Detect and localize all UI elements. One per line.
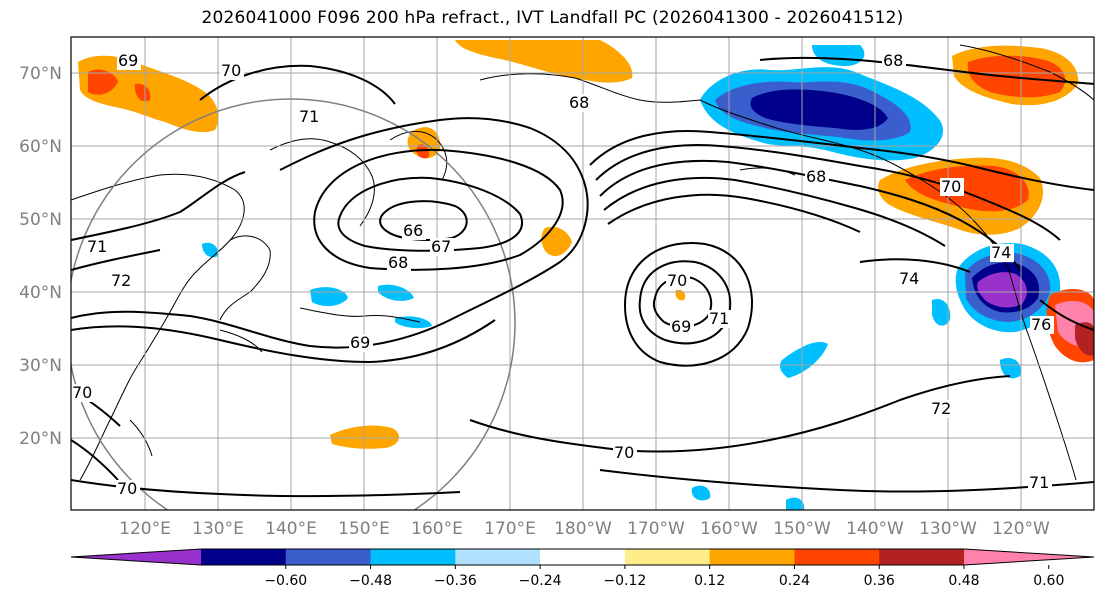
colorbar: −0.60 −0.48 −0.36 −0.24 −0.12 0.12 0.24 0.36 0.4… [70, 548, 1095, 589]
colorbar-segment [201, 549, 287, 565]
contour-label: 76 [1031, 315, 1051, 334]
lat-label: 30°N [19, 356, 62, 376]
contour-label: 70 [614, 443, 634, 462]
colorbar-tick-label: −0.60 [264, 573, 307, 589]
colorbar-extend-high [964, 549, 1094, 565]
contour-label: 66 [403, 221, 423, 240]
colorbar-tick-label: −0.12 [603, 573, 646, 589]
lon-label: 140°E [265, 519, 317, 539]
lat-label: 50°N [19, 210, 62, 230]
contour-label: 71 [1029, 473, 1049, 492]
plot-frame [70, 36, 1095, 511]
lon-label: 160°W [700, 519, 758, 539]
coastlines [71, 44, 1094, 481]
latitude-labels: 70°N 60°N 50°N 40°N 30°N 20°N [19, 64, 62, 449]
lon-label: 140°W [846, 519, 904, 539]
contour-label: 68 [883, 51, 903, 70]
colorbar-segment [794, 549, 880, 565]
colorbar-segment [455, 549, 541, 565]
contour-label: 69 [671, 317, 691, 336]
colorbar-tick-label: −0.24 [519, 573, 562, 589]
colorbar-tick-label: 0.36 [864, 573, 895, 589]
colorbar-tick-label: 0.12 [694, 573, 725, 589]
colorbar-segment [709, 549, 795, 565]
contour-label: 72 [931, 399, 951, 418]
colorbar-segment [285, 549, 372, 565]
contour-label: 70 [117, 479, 137, 498]
lon-label: 180°W [554, 519, 612, 539]
contour-labels: 69 70 71 66 67 68 69 68 68 70 69 71 70 [71, 51, 1054, 498]
lon-label: 120°W [992, 519, 1050, 539]
colorbar-tick-label: 0.24 [779, 573, 810, 589]
contour-label: 70 [667, 271, 687, 290]
lon-label: 130°W [919, 519, 977, 539]
colorbar-extend-low [71, 549, 201, 565]
contour-label: 70 [941, 177, 961, 196]
contour-label: 71 [87, 237, 107, 256]
colorbar-tick-label: −0.36 [434, 573, 477, 589]
contour-label: 72 [111, 271, 131, 290]
contour-label: 68 [569, 93, 589, 112]
lon-label: 160°E [411, 519, 463, 539]
colorbar-tick-label: 0.60 [1033, 573, 1064, 589]
contour-label: 71 [709, 309, 729, 328]
colorbar-tick-label: 0.48 [948, 573, 979, 589]
contour-label: 69 [118, 51, 138, 70]
colorbar-outline [70, 548, 1095, 566]
contour-label: 74 [899, 269, 919, 288]
map-title: 2026041000 F096 200 hPa refract., IVT La… [201, 8, 904, 28]
lat-label: 70°N [19, 64, 62, 84]
lon-label: 120°E [119, 519, 171, 539]
colorbar-segment [879, 549, 965, 565]
contour-label: 67 [431, 237, 451, 256]
contour-label: 70 [72, 383, 92, 402]
lon-label: 150°E [338, 519, 390, 539]
colorbar-segment [370, 549, 456, 565]
gridlines [71, 37, 1094, 510]
contour-label: 71 [299, 107, 319, 126]
colorbar-tick-label: −0.48 [349, 573, 392, 589]
radius-circle [71, 98, 516, 510]
lon-label: 130°E [192, 519, 244, 539]
contour-label: 68 [388, 253, 408, 272]
contour-label: 70 [221, 61, 241, 80]
lon-label: 170°W [627, 519, 685, 539]
contour-label: 69 [350, 333, 370, 352]
longitude-labels: 120°E 130°E 140°E 150°E 160°E 170°E 180°… [119, 519, 1050, 539]
lat-label: 20°N [19, 429, 62, 449]
contour-label: 68 [806, 167, 826, 186]
colorbar-segment [540, 549, 626, 565]
contour-label: 74 [991, 243, 1011, 262]
lon-label: 170°E [484, 519, 536, 539]
lat-label: 60°N [19, 137, 62, 157]
lat-label: 40°N [19, 283, 62, 303]
lon-label: 150°W [773, 519, 831, 539]
colorbar-segment [624, 549, 711, 565]
